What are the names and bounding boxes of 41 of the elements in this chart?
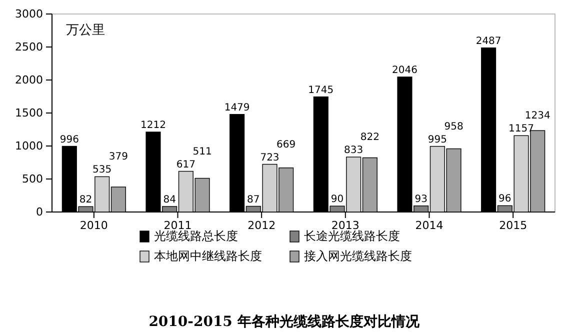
x-tick-label: 2015 — [499, 218, 528, 232]
data-label: 2487 — [476, 36, 502, 47]
data-label: 84 — [163, 194, 176, 206]
data-label: 669 — [276, 139, 296, 150]
data-label: 93 — [414, 194, 428, 205]
data-label: 822 — [360, 132, 380, 144]
x-tick-label: 2014 — [415, 218, 444, 232]
data-label: 82 — [79, 194, 92, 206]
data-label: 1212 — [140, 120, 166, 132]
y-tick-label: 2500 — [15, 40, 43, 54]
annotation: 万公里 — [66, 23, 105, 38]
y-tick-label: 3000 — [15, 8, 43, 21]
y-tick-label: 0 — [36, 206, 43, 219]
data-label: 833 — [344, 145, 364, 156]
data-label: 1234 — [524, 110, 550, 122]
y-tick-label: 500 — [22, 172, 43, 186]
data-label: 87 — [247, 194, 260, 206]
data-label: 379 — [108, 152, 128, 163]
x-tick-label: 2012 — [248, 218, 276, 232]
y-tick-label: 2000 — [15, 74, 43, 87]
data-label: 511 — [192, 146, 212, 158]
data-label: 617 — [176, 159, 196, 170]
data-label: 1479 — [224, 102, 250, 114]
data-label: 723 — [260, 152, 280, 164]
text: 2010-2015 年各种光缆线路长度对比情况 — [148, 313, 420, 330]
data-label: 995 — [428, 134, 447, 146]
y-tick-label: 1000 — [15, 140, 43, 153]
data-label: 535 — [92, 164, 112, 176]
data-label: 958 — [444, 121, 464, 132]
legend-label: 接入网光缆线路长度 — [304, 249, 412, 263]
y-tick-label: 1500 — [15, 106, 43, 120]
legend-label: 光缆线路总长度 — [154, 229, 238, 243]
data-label: 996 — [60, 134, 79, 146]
legend-label: 本地网中继线路长度 — [154, 249, 262, 263]
x-tick-label: 2010 — [80, 218, 108, 232]
data-label: 2046 — [392, 64, 418, 76]
data-label: 96 — [498, 194, 512, 205]
data-label: 90 — [330, 194, 344, 206]
data-label: 1157 — [508, 124, 534, 135]
data-label: 1745 — [308, 84, 334, 96]
legend-label: 长途光缆线路长度 — [304, 229, 400, 243]
